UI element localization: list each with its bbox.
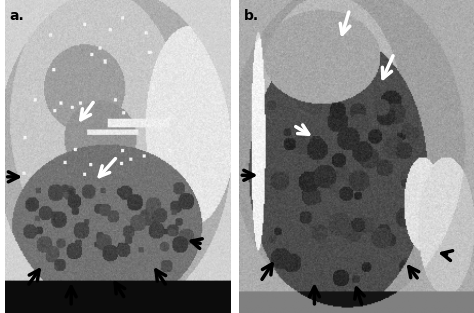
- Text: a.: a.: [9, 9, 24, 23]
- Text: b.: b.: [244, 9, 259, 23]
